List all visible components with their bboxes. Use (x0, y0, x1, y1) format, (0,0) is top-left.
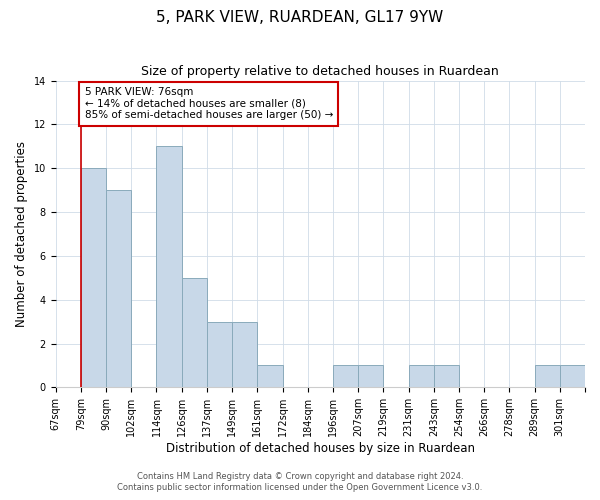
Bar (81, 168, 106, 388)
Bar (535, 366, 560, 388)
Bar (257, 366, 283, 388)
Bar (106, 190, 131, 388)
Bar (157, 146, 182, 388)
Bar (182, 278, 207, 388)
Text: 5, PARK VIEW, RUARDEAN, GL17 9YW: 5, PARK VIEW, RUARDEAN, GL17 9YW (157, 10, 443, 25)
Bar (232, 322, 257, 388)
Bar (560, 366, 585, 388)
Text: Contains HM Land Registry data © Crown copyright and database right 2024.
Contai: Contains HM Land Registry data © Crown c… (118, 472, 482, 492)
Text: 5 PARK VIEW: 76sqm
← 14% of detached houses are smaller (8)
85% of semi-detached: 5 PARK VIEW: 76sqm ← 14% of detached hou… (85, 87, 333, 120)
Bar (409, 366, 434, 388)
Bar (207, 322, 232, 388)
Bar (434, 366, 459, 388)
Bar (333, 366, 358, 388)
Bar (358, 366, 383, 388)
X-axis label: Distribution of detached houses by size in Ruardean: Distribution of detached houses by size … (166, 442, 475, 455)
Title: Size of property relative to detached houses in Ruardean: Size of property relative to detached ho… (142, 65, 499, 78)
Y-axis label: Number of detached properties: Number of detached properties (15, 141, 28, 327)
